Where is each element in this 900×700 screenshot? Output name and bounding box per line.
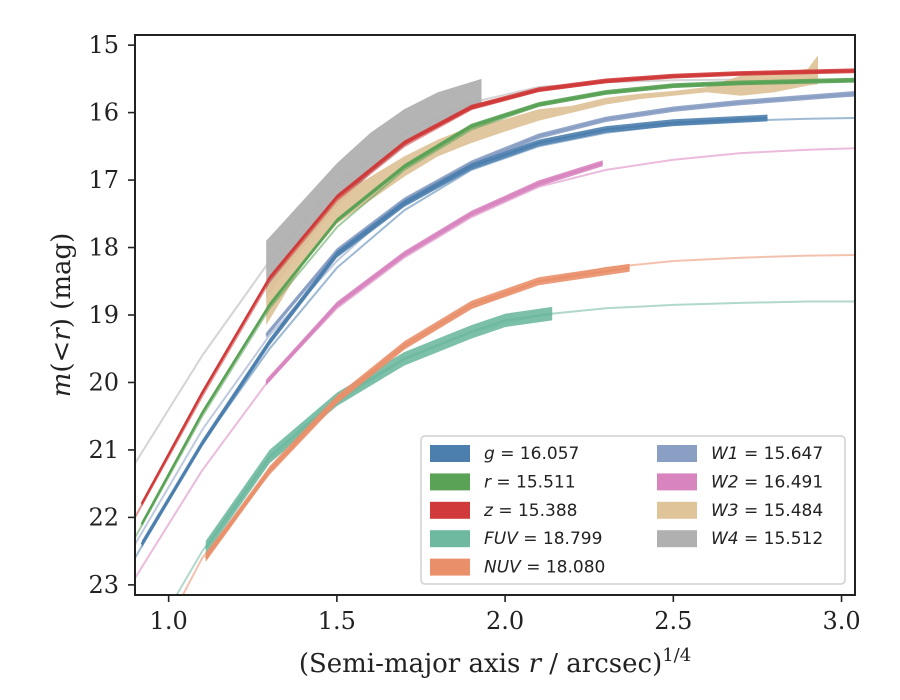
series-w2-model-line xyxy=(135,147,855,579)
series-w2 xyxy=(135,147,855,579)
legend-swatch xyxy=(657,445,697,462)
series-nuv xyxy=(181,254,855,595)
series-fuv xyxy=(175,300,855,595)
series-w4 xyxy=(135,78,855,464)
series-w1-data-band xyxy=(266,91,855,338)
legend-label: r = 15.511 xyxy=(484,472,576,492)
x-tick-label: 2.0 xyxy=(486,607,524,635)
series-w2-data-line xyxy=(265,162,604,384)
series-g xyxy=(135,114,855,559)
legend-label: z = 15.388 xyxy=(483,501,577,521)
legend-item-nuv: NUV = 18.080 xyxy=(430,558,605,578)
y-tick-label: 20 xyxy=(88,368,119,396)
x-tick-label: 1.0 xyxy=(150,607,188,635)
legend-label: FUV = 18.799 xyxy=(484,529,602,549)
series-layer xyxy=(135,55,855,595)
y-tick-label: 22 xyxy=(88,503,119,531)
x-tick-label: 3.0 xyxy=(822,607,860,635)
legend-swatch xyxy=(657,473,697,491)
x-tick-label: 1.5 xyxy=(318,607,356,635)
legend-label: NUV = 18.080 xyxy=(484,558,605,578)
series-w4-model-line xyxy=(135,78,855,464)
x-axis-label: (Semi-major axis r / arcsec)1/4 xyxy=(299,645,691,679)
legend-item-w2: W2 = 16.491 xyxy=(657,472,823,492)
legend-swatch xyxy=(657,530,697,548)
legend-frame xyxy=(420,435,846,585)
series-fuv-data-line xyxy=(204,312,553,549)
series-g-data-line xyxy=(140,116,768,546)
y-tick-label: 19 xyxy=(88,301,119,329)
legend-item-fuv: FUV = 18.799 xyxy=(430,529,602,549)
legend-label: W1 = 15.647 xyxy=(711,444,823,464)
series-r-data-line xyxy=(140,79,855,525)
legend-item-w1: W1 = 15.647 xyxy=(657,444,823,464)
legend-swatch xyxy=(430,501,470,519)
y-tick-label: 21 xyxy=(88,436,119,464)
series-nuv-data-line xyxy=(204,266,630,559)
series-w4-band xyxy=(266,78,482,299)
legend-label: W4 = 15.512 xyxy=(711,529,823,549)
legend-swatch xyxy=(430,445,470,462)
y-axis-label: m(<r) (mag) xyxy=(47,233,77,398)
legend-item-r: r = 15.511 xyxy=(430,472,576,492)
legend-item-w4: W4 = 15.512 xyxy=(657,529,823,549)
y-tick-label: 15 xyxy=(88,31,119,59)
x-tick-label: 2.5 xyxy=(654,607,692,635)
legend-label: W2 = 16.491 xyxy=(711,472,823,492)
series-w1-data-line xyxy=(265,92,855,336)
legend-label: W3 = 15.484 xyxy=(711,501,823,521)
y-tick-label: 17 xyxy=(88,166,119,194)
legend-swatch xyxy=(430,530,470,548)
series-z xyxy=(135,68,855,518)
legend-swatch xyxy=(430,473,470,491)
legend-item-g: g = 16.057 xyxy=(430,444,579,464)
y-tick-label: 23 xyxy=(88,571,119,599)
legend-item-z: z = 15.388 xyxy=(430,501,577,521)
legend: g = 16.057 r = 15.511 z = 15.388 FUV = 18.7… xyxy=(420,435,846,585)
legend-label: g = 16.057 xyxy=(484,444,579,464)
y-tick-label: 18 xyxy=(88,234,119,262)
legend-item-w3: W3 = 15.484 xyxy=(657,501,823,521)
series-r xyxy=(135,77,855,539)
y-tick-label: 16 xyxy=(88,99,119,127)
legend-swatch xyxy=(657,501,697,519)
series-z-data-line xyxy=(140,69,855,505)
ticks-layer: 1.0 1.5 2.0 2.5 3.0 15 16 17 18 19 20 21 22 23 xyxy=(88,31,860,635)
legend-swatch xyxy=(430,558,470,576)
